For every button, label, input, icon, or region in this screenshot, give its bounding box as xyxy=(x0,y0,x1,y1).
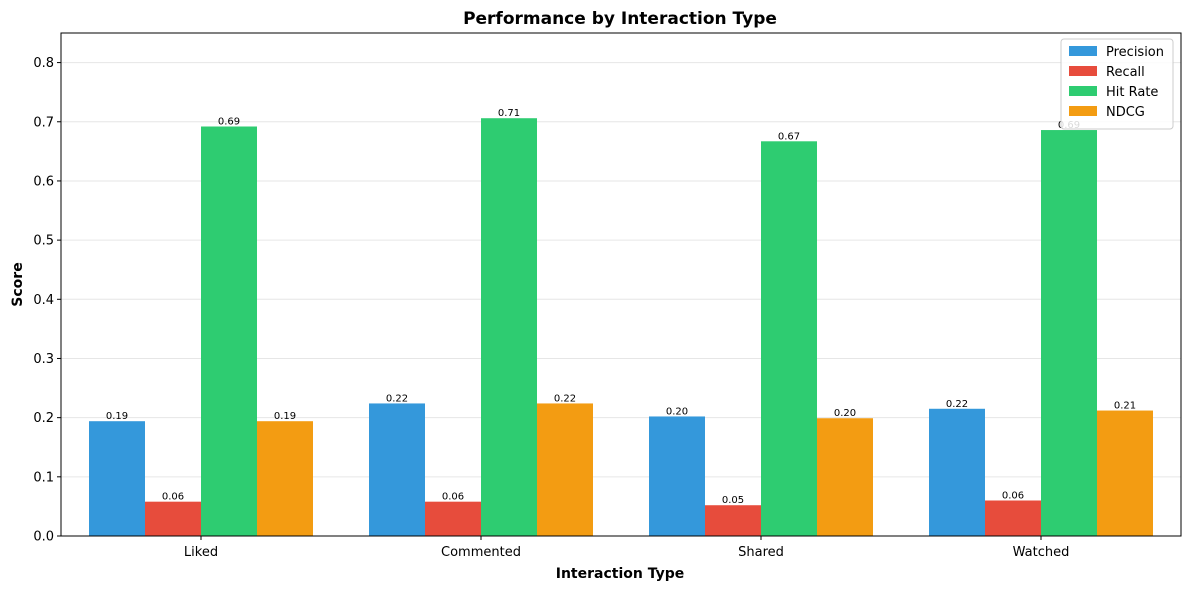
legend-label: Hit Rate xyxy=(1106,85,1158,100)
legend-label: Recall xyxy=(1106,65,1145,80)
bar-precision-liked xyxy=(89,421,145,536)
plot-area-frame xyxy=(60,32,1182,537)
data-label: 0.06 xyxy=(442,492,464,503)
legend-swatch-ndcg xyxy=(1069,106,1097,116)
data-labels: 0.19 0.06 0.69 0.19 0.22 0.06 0.71 0.22 0.20 0.05… xyxy=(106,108,1136,506)
y-tick-label: 0.7 xyxy=(33,115,54,130)
bar-recall-liked xyxy=(145,501,201,536)
x-tick-label: Shared xyxy=(738,545,784,560)
data-label: 0.22 xyxy=(554,393,576,404)
bar-recall-shared xyxy=(705,505,761,536)
bar-ndcg-watched xyxy=(1097,410,1153,536)
data-label: 0.22 xyxy=(386,393,408,404)
x-axis-label: Interaction Type xyxy=(556,566,685,582)
data-label: 0.06 xyxy=(162,492,184,503)
data-label: 0.69 xyxy=(218,116,240,127)
bar-recall-commented xyxy=(425,501,481,536)
legend-label: NDCG xyxy=(1106,105,1145,120)
data-label: 0.21 xyxy=(1114,401,1136,412)
bar-ndcg-commented xyxy=(537,403,593,536)
data-label: 0.67 xyxy=(778,131,800,142)
bars xyxy=(89,118,1153,537)
legend-swatch-hit-rate xyxy=(1069,86,1097,96)
data-label: 0.20 xyxy=(834,408,856,419)
bar-hit-rate-commented xyxy=(481,118,537,537)
bar-ndcg-liked xyxy=(257,421,313,536)
data-label: 0.22 xyxy=(946,399,968,410)
bar-hit-rate-watched xyxy=(1041,130,1097,536)
legend-swatch-recall xyxy=(1069,66,1097,76)
y-tick-label: 0.2 xyxy=(33,411,54,426)
y-axis-label: Score xyxy=(10,262,26,306)
bar-recall-watched xyxy=(985,500,1041,536)
y-tick-label: 0.3 xyxy=(33,352,54,367)
data-label: 0.05 xyxy=(722,495,744,506)
axes: 0.0 0.1 0.2 0.3 0.4 0.5 0.6 0.7 0.8 Liked Commente… xyxy=(33,56,1069,560)
legend: Precision Recall Hit Rate NDCG xyxy=(1060,38,1174,130)
bar-precision-shared xyxy=(649,416,705,536)
data-label: 0.19 xyxy=(274,411,296,422)
y-tick-label: 0.5 xyxy=(33,234,54,249)
bar-hit-rate-liked xyxy=(201,126,257,536)
chart-title: Performance by Interaction Type xyxy=(463,9,777,29)
x-tick-label: Liked xyxy=(184,545,218,560)
x-tick-label: Commented xyxy=(441,545,521,560)
bar-precision-commented xyxy=(369,403,425,536)
data-label: 0.20 xyxy=(666,406,688,417)
y-tick-label: 0.6 xyxy=(33,174,54,189)
y-tick-label: 0.4 xyxy=(33,293,54,308)
y-tick-label: 0.8 xyxy=(33,56,54,71)
y-tick-label: 0.0 xyxy=(33,530,54,545)
bar-hit-rate-shared xyxy=(761,141,817,536)
bar-ndcg-shared xyxy=(817,418,873,536)
y-tick-label: 0.1 xyxy=(33,470,54,485)
data-label: 0.06 xyxy=(1002,490,1024,501)
legend-swatch-precision xyxy=(1069,46,1097,56)
x-tick-label: Watched xyxy=(1013,545,1070,560)
legend-label: Precision xyxy=(1106,45,1164,60)
data-label: 0.19 xyxy=(106,411,128,422)
data-label: 0.71 xyxy=(498,108,520,119)
bar-precision-watched xyxy=(929,408,985,536)
